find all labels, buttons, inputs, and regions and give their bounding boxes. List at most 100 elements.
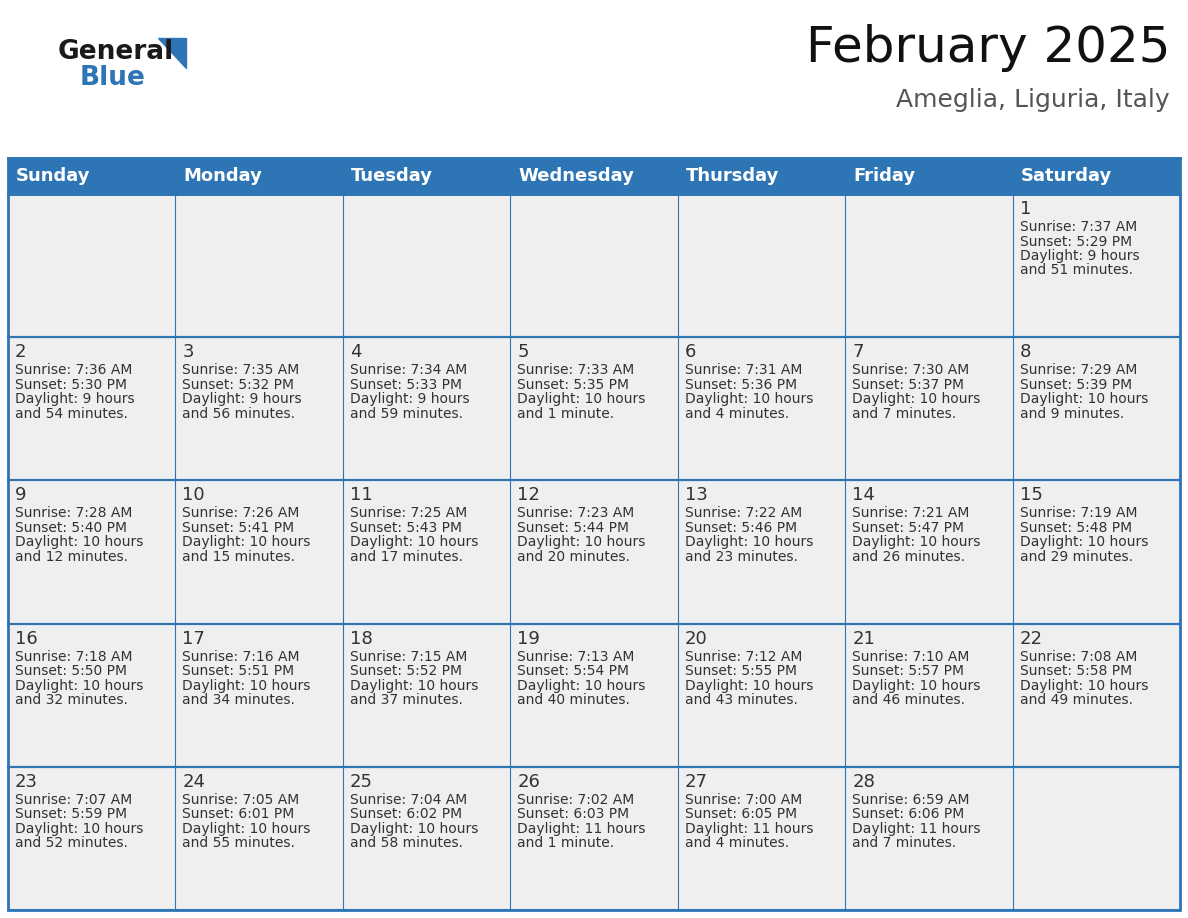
Bar <box>8 158 1180 910</box>
Text: Sunset: 5:37 PM: Sunset: 5:37 PM <box>852 377 965 392</box>
Text: Sunset: 5:51 PM: Sunset: 5:51 PM <box>183 664 295 678</box>
Text: Daylight: 10 hours: Daylight: 10 hours <box>15 535 144 549</box>
Text: 15: 15 <box>1019 487 1042 504</box>
Text: 26: 26 <box>517 773 541 790</box>
Bar <box>845 337 1012 480</box>
Text: Daylight: 10 hours: Daylight: 10 hours <box>852 392 980 406</box>
Text: Sunset: 5:30 PM: Sunset: 5:30 PM <box>15 377 127 392</box>
Text: Daylight: 9 hours: Daylight: 9 hours <box>1019 249 1139 263</box>
Text: Daylight: 11 hours: Daylight: 11 hours <box>852 822 980 835</box>
Text: Sunrise: 7:28 AM: Sunrise: 7:28 AM <box>15 507 132 521</box>
Text: Blue: Blue <box>80 65 146 91</box>
Text: Sunset: 5:43 PM: Sunset: 5:43 PM <box>349 521 462 535</box>
Text: Daylight: 10 hours: Daylight: 10 hours <box>183 822 311 835</box>
Text: 2: 2 <box>15 343 26 361</box>
Text: Sunrise: 7:00 AM: Sunrise: 7:00 AM <box>684 793 802 807</box>
Text: and 32 minutes.: and 32 minutes. <box>15 693 128 707</box>
Text: and 23 minutes.: and 23 minutes. <box>684 550 797 564</box>
Text: and 56 minutes.: and 56 minutes. <box>183 407 296 420</box>
Text: Ameglia, Liguria, Italy: Ameglia, Liguria, Italy <box>897 88 1170 112</box>
Text: Sunset: 5:47 PM: Sunset: 5:47 PM <box>852 521 965 535</box>
Text: Sunrise: 7:33 AM: Sunrise: 7:33 AM <box>517 364 634 377</box>
Text: and 4 minutes.: and 4 minutes. <box>684 407 789 420</box>
Text: and 51 minutes.: and 51 minutes. <box>1019 263 1132 277</box>
Text: Daylight: 10 hours: Daylight: 10 hours <box>349 678 479 692</box>
Text: and 4 minutes.: and 4 minutes. <box>684 836 789 850</box>
Text: and 15 minutes.: and 15 minutes. <box>183 550 296 564</box>
Bar <box>343 194 511 337</box>
Text: Wednesday: Wednesday <box>518 167 634 185</box>
Text: Sunrise: 7:36 AM: Sunrise: 7:36 AM <box>15 364 132 377</box>
Text: and 7 minutes.: and 7 minutes. <box>852 836 956 850</box>
Bar <box>343 767 511 910</box>
Text: and 54 minutes.: and 54 minutes. <box>15 407 128 420</box>
Text: Sunrise: 7:02 AM: Sunrise: 7:02 AM <box>517 793 634 807</box>
Text: Daylight: 10 hours: Daylight: 10 hours <box>349 535 479 549</box>
Bar <box>176 623 343 767</box>
Bar <box>1012 767 1180 910</box>
Text: Sunset: 5:44 PM: Sunset: 5:44 PM <box>517 521 630 535</box>
Text: 24: 24 <box>183 773 206 790</box>
Text: Sunset: 5:54 PM: Sunset: 5:54 PM <box>517 664 630 678</box>
Bar <box>176 194 343 337</box>
Text: Sunset: 5:46 PM: Sunset: 5:46 PM <box>684 521 797 535</box>
Text: Sunset: 6:03 PM: Sunset: 6:03 PM <box>517 807 630 822</box>
Text: and 17 minutes.: and 17 minutes. <box>349 550 463 564</box>
Text: 25: 25 <box>349 773 373 790</box>
Text: Sunrise: 7:29 AM: Sunrise: 7:29 AM <box>1019 364 1137 377</box>
Text: Daylight: 9 hours: Daylight: 9 hours <box>183 392 302 406</box>
Text: and 37 minutes.: and 37 minutes. <box>349 693 463 707</box>
Text: 1: 1 <box>1019 200 1031 218</box>
Text: Sunrise: 7:35 AM: Sunrise: 7:35 AM <box>183 364 299 377</box>
Text: Friday: Friday <box>853 167 915 185</box>
Text: Daylight: 10 hours: Daylight: 10 hours <box>517 392 645 406</box>
Text: and 58 minutes.: and 58 minutes. <box>349 836 463 850</box>
Text: Daylight: 10 hours: Daylight: 10 hours <box>517 678 645 692</box>
Text: February 2025: February 2025 <box>805 24 1170 72</box>
Text: Sunrise: 7:23 AM: Sunrise: 7:23 AM <box>517 507 634 521</box>
Bar <box>677 194 845 337</box>
Text: Daylight: 10 hours: Daylight: 10 hours <box>684 678 813 692</box>
Bar <box>677 767 845 910</box>
Text: Sunrise: 7:05 AM: Sunrise: 7:05 AM <box>183 793 299 807</box>
Text: 12: 12 <box>517 487 541 504</box>
Bar <box>845 767 1012 910</box>
Text: Sunrise: 7:26 AM: Sunrise: 7:26 AM <box>183 507 299 521</box>
Bar <box>511 767 677 910</box>
Text: Daylight: 10 hours: Daylight: 10 hours <box>684 392 813 406</box>
Text: 17: 17 <box>183 630 206 647</box>
Bar <box>845 480 1012 623</box>
Text: and 7 minutes.: and 7 minutes. <box>852 407 956 420</box>
Bar <box>176 480 343 623</box>
Bar <box>677 623 845 767</box>
Text: Tuesday: Tuesday <box>350 167 432 185</box>
Text: 10: 10 <box>183 487 206 504</box>
Text: 11: 11 <box>349 487 373 504</box>
Text: and 1 minute.: and 1 minute. <box>517 407 614 420</box>
Text: Sunrise: 7:21 AM: Sunrise: 7:21 AM <box>852 507 969 521</box>
Text: Sunrise: 7:07 AM: Sunrise: 7:07 AM <box>15 793 132 807</box>
Text: 3: 3 <box>183 343 194 361</box>
Text: Sunrise: 7:04 AM: Sunrise: 7:04 AM <box>349 793 467 807</box>
Text: and 46 minutes.: and 46 minutes. <box>852 693 965 707</box>
Text: Sunrise: 7:13 AM: Sunrise: 7:13 AM <box>517 650 634 664</box>
Text: Sunrise: 7:22 AM: Sunrise: 7:22 AM <box>684 507 802 521</box>
Text: and 20 minutes.: and 20 minutes. <box>517 550 630 564</box>
Text: Sunrise: 7:10 AM: Sunrise: 7:10 AM <box>852 650 969 664</box>
Text: Sunset: 6:06 PM: Sunset: 6:06 PM <box>852 807 965 822</box>
Text: Sunrise: 7:37 AM: Sunrise: 7:37 AM <box>1019 220 1137 234</box>
Text: Daylight: 10 hours: Daylight: 10 hours <box>15 822 144 835</box>
Text: Sunset: 5:50 PM: Sunset: 5:50 PM <box>15 664 127 678</box>
Text: 6: 6 <box>684 343 696 361</box>
Text: Sunset: 6:02 PM: Sunset: 6:02 PM <box>349 807 462 822</box>
Text: 22: 22 <box>1019 630 1043 647</box>
Bar <box>845 194 1012 337</box>
Text: and 12 minutes.: and 12 minutes. <box>15 550 128 564</box>
Text: and 52 minutes.: and 52 minutes. <box>15 836 128 850</box>
Text: and 59 minutes.: and 59 minutes. <box>349 407 463 420</box>
Text: 8: 8 <box>1019 343 1031 361</box>
Text: Sunrise: 7:15 AM: Sunrise: 7:15 AM <box>349 650 467 664</box>
Text: Daylight: 10 hours: Daylight: 10 hours <box>183 535 311 549</box>
Text: Sunset: 5:55 PM: Sunset: 5:55 PM <box>684 664 797 678</box>
Text: Sunset: 5:48 PM: Sunset: 5:48 PM <box>1019 521 1132 535</box>
